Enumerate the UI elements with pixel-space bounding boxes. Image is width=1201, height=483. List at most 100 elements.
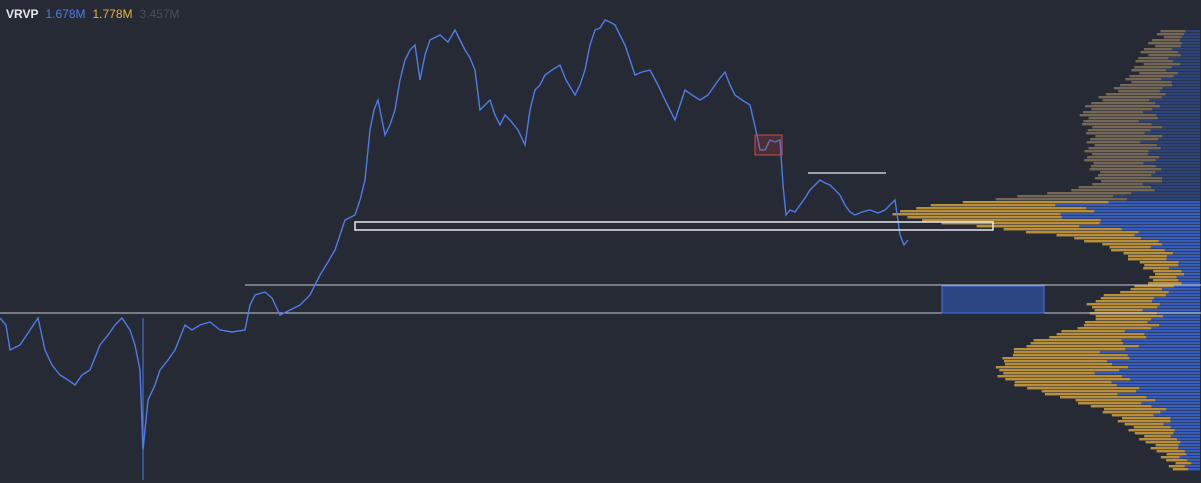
profile-bar	[1160, 30, 1186, 33]
profile-bar	[1140, 51, 1179, 54]
profile-bar	[1098, 174, 1152, 177]
profile-bar	[1003, 228, 1122, 231]
profile-bar	[995, 198, 1200, 201]
profile-bar	[1143, 63, 1200, 66]
profile-bar	[1113, 87, 1163, 90]
profile-bar	[1150, 447, 1179, 450]
profile-bar	[1092, 183, 1200, 186]
profile-bar	[1160, 456, 1180, 459]
profile-bar	[1081, 123, 1152, 126]
profile-bar	[1084, 159, 1156, 162]
zone-box	[941, 285, 1045, 314]
profile-bar	[1077, 327, 1152, 330]
profile-bar	[1148, 42, 1200, 45]
profile-bar	[1017, 195, 1114, 198]
profile-bar	[995, 366, 1129, 369]
profile-bar	[1130, 288, 1162, 291]
profile-bar	[1120, 84, 1173, 87]
profile-bar	[1155, 273, 1185, 276]
profile-bar	[1092, 153, 1148, 156]
profile-bar	[1013, 351, 1200, 354]
profile-bar	[1117, 420, 1171, 423]
profile-bar	[1125, 78, 1200, 81]
profile-bar	[1094, 309, 1143, 312]
profile-bar	[1090, 165, 1200, 168]
profile-bar	[1081, 123, 1200, 126]
profile-bar	[1118, 90, 1200, 93]
profile-bar	[1111, 249, 1165, 252]
profile-bar	[995, 198, 1127, 201]
profile-bar	[1095, 135, 1200, 138]
profile-bar	[1017, 195, 1200, 198]
profile-bar	[1148, 282, 1182, 285]
profile-bar	[1098, 174, 1200, 177]
profile-bar	[1004, 360, 1107, 363]
profile-bar	[1125, 78, 1162, 81]
profile-bar	[1102, 99, 1150, 102]
profile-bar	[1087, 156, 1200, 159]
profile-bar	[1130, 288, 1200, 291]
profile-bar	[1098, 96, 1162, 99]
indicator-legend: VRVP 1.678M 1.778M 3.457M	[6, 7, 180, 21]
profile-bar	[1102, 99, 1200, 102]
profile-bar	[1094, 309, 1200, 312]
profile-bar	[1090, 405, 1152, 408]
profile-bar	[1122, 417, 1171, 420]
profile-bar	[1100, 171, 1200, 174]
profile-bar	[1168, 465, 1185, 468]
profile-bar	[1102, 243, 1162, 246]
profile-bar	[1003, 372, 1200, 375]
profile-bar	[1088, 147, 1200, 150]
profile-bar	[1103, 408, 1167, 411]
profile-bar	[1002, 357, 1130, 360]
profile-bar	[1145, 441, 1181, 444]
profile-bar	[1013, 348, 1126, 351]
profile-bar	[1166, 453, 1187, 456]
profile-bar	[1084, 159, 1200, 162]
profile-bar	[1148, 42, 1182, 45]
profile-bar	[1095, 135, 1163, 138]
profile-bar	[1113, 87, 1200, 90]
profile-bar	[1090, 165, 1156, 168]
profile-bar	[1109, 246, 1200, 249]
profile-bar	[1092, 153, 1200, 156]
profile-bar	[1120, 291, 1169, 294]
profile-bar	[900, 210, 1095, 213]
profile-bar	[1094, 177, 1200, 180]
profile-bar	[1138, 57, 1200, 60]
profile-bar	[1086, 132, 1145, 135]
profile-bar	[1128, 429, 1175, 432]
profile-bar	[1092, 126, 1163, 129]
profile-bar	[1094, 144, 1200, 147]
profile-bar	[1049, 336, 1147, 339]
profile-bar	[1156, 33, 1184, 36]
profile-bar	[1172, 468, 1189, 471]
profile-bar	[1101, 180, 1200, 183]
profile-bar	[1061, 330, 1200, 333]
profile-bar	[1143, 267, 1169, 270]
profile-bar	[1077, 402, 1142, 405]
profile-bar	[1088, 147, 1161, 150]
profile-bar	[1004, 363, 1112, 366]
profile-bar	[1086, 303, 1160, 306]
profile-bar	[1095, 318, 1152, 321]
profile-bar	[1087, 129, 1151, 132]
profile-bar	[1030, 342, 1124, 345]
profile-bar	[1105, 93, 1166, 96]
profile-bar	[1079, 114, 1200, 117]
highlight-box	[754, 134, 783, 156]
profile-bar	[1075, 399, 1156, 402]
profile-bar	[976, 225, 1200, 228]
profile-bar	[1128, 258, 1167, 261]
profile-bar	[892, 213, 1061, 216]
profile-bar	[1105, 93, 1200, 96]
profile-bar	[1089, 168, 1200, 171]
profile-bar	[1033, 339, 1122, 342]
profile-bar	[1139, 72, 1200, 75]
profile-bar	[1044, 393, 1200, 396]
volume-profile	[892, 30, 1200, 471]
down-volume: 1.778M	[92, 7, 133, 21]
profile-bar	[1087, 129, 1200, 132]
profile-bar	[1123, 252, 1173, 255]
profile-bar	[1094, 144, 1157, 147]
